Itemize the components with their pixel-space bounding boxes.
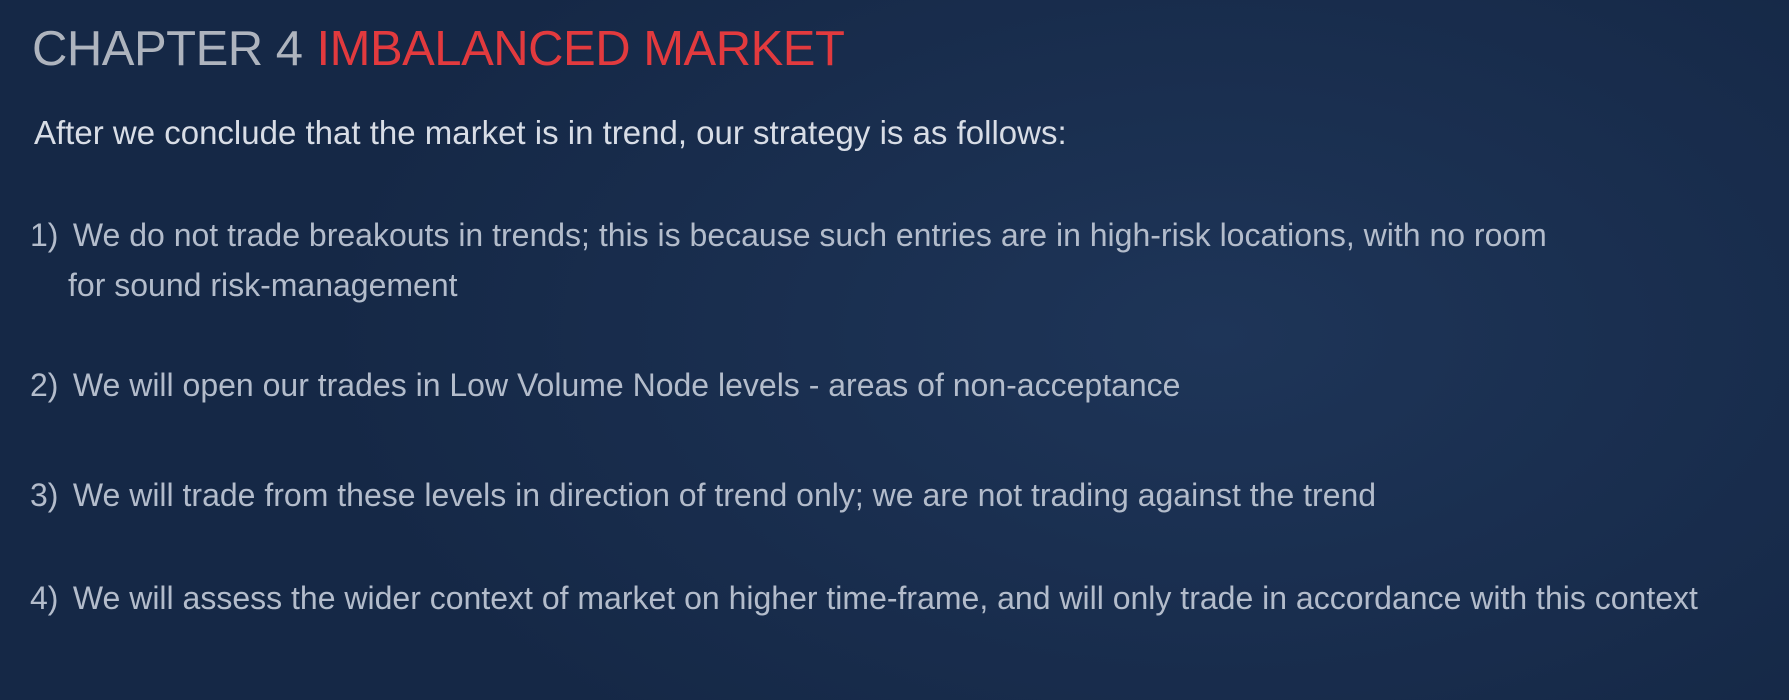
intro-text: After we conclude that the market is in … [34,114,1067,151]
list-item-text: We will open our trades in Low Volume No… [72,367,1181,403]
list-item-continuation: for sound risk-management [68,267,458,303]
list-item: 2) We will open our trades in Low Volume… [30,360,1180,410]
list-item-number: 3) [30,477,59,513]
list-item-number: 4) [30,580,59,616]
list-item-number: 1) [30,217,59,253]
chapter-topic: IMBALANCED MARKET [316,22,845,76]
list-item: 4) We will assess the wider context of m… [30,573,1698,623]
list-item: 3) We will trade from these levels in di… [30,470,1376,520]
list-item-text: We will trade from these levels in direc… [72,477,1377,513]
list-item: 1) We do not trade breakouts in trends; … [30,210,1547,310]
slide-title: CHAPTER 4 IMBALANCED MARKET [32,19,845,79]
chapter-label: CHAPTER 4 [32,22,303,76]
list-item-text: We do not trade breakouts in trends; thi… [72,217,1547,253]
list-item-text: We will assess the wider context of mark… [72,580,1698,616]
list-item-number: 2) [30,367,59,403]
